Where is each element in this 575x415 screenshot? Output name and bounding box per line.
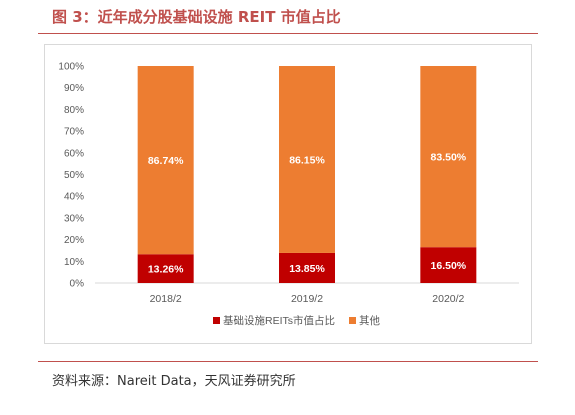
- y-tick-label: 0%: [70, 279, 85, 290]
- data-label: 16.50%: [431, 260, 467, 272]
- y-tick-label: 90%: [64, 83, 84, 94]
- y-tick-label: 10%: [64, 257, 84, 268]
- page-title: 图 3：近年成分股基础设施 REIT 市值占比: [52, 8, 341, 26]
- chart-frame: 0% 10% 20% 30% 40% 50% 60% 70% 80% 90% 100% 13.26% 8…: [44, 44, 532, 344]
- legend-label-other: 其他: [359, 314, 380, 327]
- y-tick-label: 70%: [64, 127, 84, 138]
- x-tick-label: 2019/2: [291, 293, 323, 305]
- data-label: 86.15%: [289, 154, 325, 166]
- bar-segment-infra-reits: [279, 252, 335, 283]
- y-tick-label: 80%: [64, 105, 84, 116]
- bar-segment-other: [420, 66, 477, 248]
- legend-swatch-infra-reits: [213, 317, 220, 324]
- y-tick-label: 60%: [64, 148, 84, 159]
- y-tick-label: 30%: [64, 213, 84, 224]
- data-label: 13.85%: [289, 263, 325, 275]
- bar-segment-other: [137, 66, 194, 255]
- y-tick-label: 100%: [58, 62, 84, 73]
- title-divider: [38, 33, 538, 34]
- y-tick-label: 50%: [64, 170, 84, 181]
- data-label: 13.26%: [148, 264, 184, 276]
- x-tick-label: 2018/2: [150, 293, 182, 305]
- source-note: 资料来源：Nareit Data，天风证券研究所: [52, 374, 296, 389]
- bar-segment-infra-reits: [137, 254, 194, 283]
- legend-swatch-other: [349, 317, 356, 324]
- legend-label-infra-reits: 基础设施REITs市值占比: [223, 314, 335, 327]
- y-tick-label: 20%: [64, 235, 84, 246]
- bar-segment-infra-reits: [420, 247, 477, 283]
- x-tick-label: 2020/2: [432, 293, 464, 305]
- bar-segment-other: [279, 66, 335, 253]
- stacked-bar-chart: 0% 10% 20% 30% 40% 50% 60% 70% 80% 90% 100% 13.26% 8…: [58, 62, 519, 327]
- y-tick-label: 40%: [64, 192, 84, 203]
- source-divider: [38, 361, 538, 362]
- data-label: 86.74%: [148, 155, 184, 167]
- data-label: 83.50%: [431, 152, 467, 164]
